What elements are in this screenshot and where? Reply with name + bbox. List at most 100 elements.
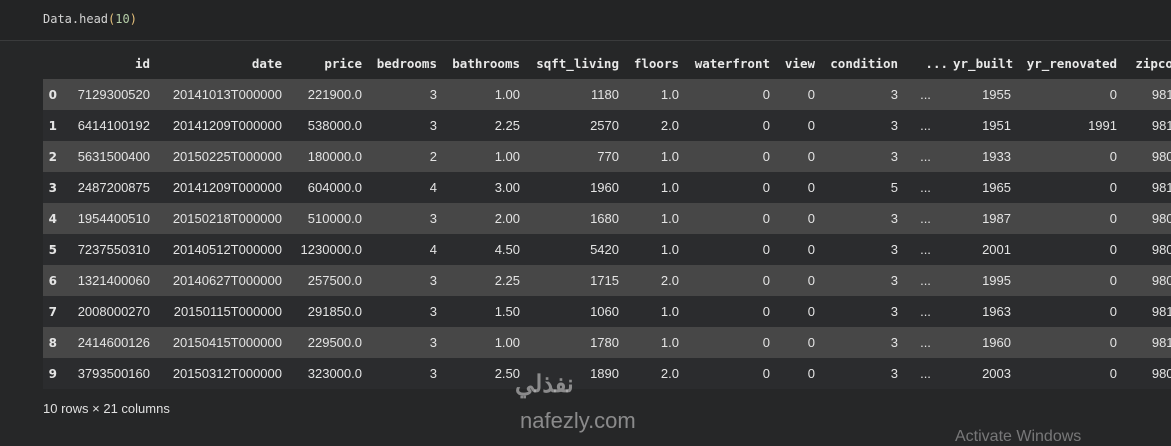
table-cell: 0 [1109, 87, 1117, 102]
table-cell: 1.0 [660, 242, 679, 257]
table-cell: 2.0 [660, 273, 679, 288]
code-paren-close: ) [129, 12, 137, 26]
dataframe-table: id date price bedrooms bathrooms sqft_living f… [43, 47, 1171, 389]
table-cell: 0 [762, 335, 770, 350]
code-input[interactable]: Data.head(10) [43, 12, 137, 26]
table-cell: 180000.0 [307, 149, 362, 164]
table-row: 4 1954400510 20150218T000000 510000.0 3 2.00 1… [43, 203, 1171, 234]
table-cell: 3 [429, 366, 437, 381]
table-cell: 3 [890, 242, 898, 257]
table-cell: 3 [429, 273, 437, 288]
table-cell: 1.0 [660, 304, 679, 319]
table-cell: ... [920, 304, 931, 319]
table-cell: 1715 [590, 273, 619, 288]
table-cell: 1.50 [494, 304, 520, 319]
row-index: 5 [48, 242, 57, 257]
table-cell: 3.00 [494, 180, 520, 195]
table-cell: 221900.0 [307, 87, 362, 102]
table-cell: 323000.0 [307, 366, 362, 381]
column-header: view [784, 55, 815, 71]
table-cell: 0 [807, 211, 815, 226]
table-cell: 20140512T000000 [172, 242, 282, 257]
table-cell: 2414600126 [77, 335, 150, 350]
table-cell: 98053 [1151, 242, 1171, 257]
table-cell: ... [920, 242, 931, 257]
table-cell: 2003 [982, 366, 1011, 381]
table-cell: 0 [1109, 149, 1117, 164]
table-cell: 0 [1109, 366, 1117, 381]
column-header: sqft_living [536, 55, 619, 71]
table-cell: 1.0 [660, 180, 679, 195]
table-cell: 20150218T000000 [172, 211, 282, 226]
column-header: ... [925, 55, 948, 71]
watermark-logo: نفذلي [515, 371, 574, 398]
table-row: 1 6414100192 20141209T000000 538000.0 3 2.25 2… [43, 110, 1171, 141]
table-cell: 3 [890, 273, 898, 288]
table-cell: 20141209T000000 [172, 118, 282, 133]
table-row: 8 2414600126 20150415T000000 229500.0 3 1.00 1… [43, 327, 1171, 358]
activate-windows-overlay: Activate Windows [955, 428, 1082, 445]
table-cell: 3 [890, 87, 898, 102]
table-cell: 3 [429, 211, 437, 226]
table-cell: 4 [429, 242, 437, 257]
table-cell: 1933 [982, 149, 1011, 164]
table-cell: 3 [890, 335, 898, 350]
table-cell: ... [920, 87, 931, 102]
table-cell: 1955 [982, 87, 1011, 102]
table-cell: 0 [762, 149, 770, 164]
table-cell: 3793500160 [77, 366, 150, 381]
table-cell: 3 [429, 335, 437, 350]
column-header: waterfront [694, 55, 770, 71]
table-cell: 1963 [982, 304, 1011, 319]
table-row: 9 3793500160 20150312T000000 323000.0 3 2.50 1… [43, 358, 1171, 389]
table-cell: 98146 [1151, 335, 1171, 350]
column-header: yr_renovated [1026, 55, 1117, 71]
row-index: 6 [48, 273, 57, 288]
table-cell: ... [920, 180, 931, 195]
table-cell: 0 [807, 366, 815, 381]
row-index: 7 [48, 304, 57, 319]
code-function: Data.head [43, 12, 109, 26]
table-cell: 1.00 [494, 149, 520, 164]
table-cell: 98136 [1151, 180, 1171, 195]
table-cell: 1321400060 [77, 273, 150, 288]
table-cell: 0 [807, 118, 815, 133]
code-argument: 10 [115, 12, 130, 26]
column-header: bedrooms [376, 55, 437, 71]
table-cell: 1.00 [494, 335, 520, 350]
table-cell: ... [920, 335, 931, 350]
table-cell: 1.0 [660, 211, 679, 226]
table-cell: 0 [762, 273, 770, 288]
table-cell: 7237550310 [77, 242, 150, 257]
table-cell: ... [920, 118, 931, 133]
table-cell: 0 [1109, 304, 1117, 319]
table-cell: 1.0 [660, 149, 679, 164]
table-cell: 4 [429, 180, 437, 195]
table-cell: 1987 [982, 211, 1011, 226]
table-header-row: id date price bedrooms bathrooms sqft_living f… [43, 47, 1171, 79]
code-cell[interactable]: Data.head(10) [0, 0, 1171, 41]
table-cell: 2.0 [660, 118, 679, 133]
table-cell: 98074 [1151, 211, 1171, 226]
table-cell: 0 [807, 304, 815, 319]
table-cell: 7129300520 [77, 87, 150, 102]
table-cell: 0 [807, 180, 815, 195]
column-header: price [324, 55, 362, 71]
table-cell: 98198 [1151, 304, 1171, 319]
column-header: bathrooms [452, 55, 520, 71]
table-cell: 2.25 [494, 118, 520, 133]
table-cell: 1.0 [660, 335, 679, 350]
table-cell: 0 [807, 335, 815, 350]
table-cell: 3 [890, 149, 898, 164]
table-cell: 0 [762, 304, 770, 319]
table-cell: 1960 [982, 335, 1011, 350]
table-cell: 0 [1109, 211, 1117, 226]
table-cell: 20150115T000000 [173, 304, 282, 319]
table-cell: 3 [890, 118, 898, 133]
table-cell: 6414100192 [77, 118, 150, 133]
table-cell: 1991 [1088, 118, 1117, 133]
table-cell: ... [920, 211, 931, 226]
table-cell: 4.50 [494, 242, 520, 257]
table-cell: 1965 [982, 180, 1011, 195]
